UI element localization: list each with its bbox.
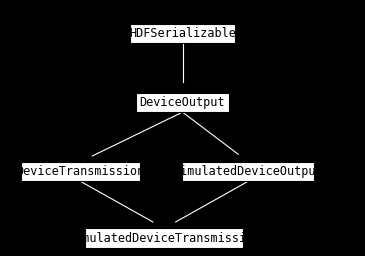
FancyBboxPatch shape: [85, 228, 243, 248]
FancyBboxPatch shape: [136, 93, 229, 112]
FancyBboxPatch shape: [182, 162, 314, 181]
Text: SimulatedDeviceOutput: SimulatedDeviceOutput: [173, 165, 323, 178]
Text: SimulatedDeviceTransmission: SimulatedDeviceTransmission: [68, 232, 261, 244]
FancyBboxPatch shape: [130, 24, 235, 43]
Text: HDFSerializable: HDFSerializable: [129, 27, 236, 40]
FancyBboxPatch shape: [21, 162, 140, 181]
Text: DeviceOutput: DeviceOutput: [140, 96, 225, 109]
Text: DeviceTransmission: DeviceTransmission: [16, 165, 145, 178]
